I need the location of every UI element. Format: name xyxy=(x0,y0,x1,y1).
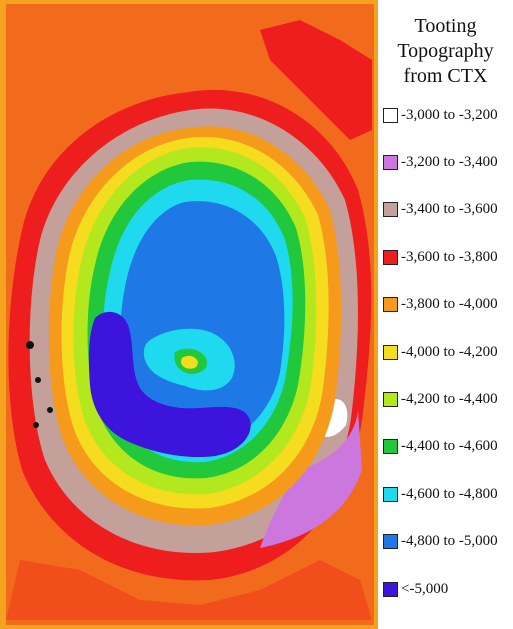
legend-label: <-5,000 xyxy=(401,580,449,597)
legend-item: -4,600 to -4,800 xyxy=(383,484,498,504)
legend-item: -3,200 to -3,400 xyxy=(383,152,498,172)
legend-title-line: Tooting xyxy=(414,15,477,37)
legend-item: -3,600 to -3,800 xyxy=(383,247,498,267)
legend-swatch xyxy=(383,439,398,455)
legend-item: -4,000 to -4,200 xyxy=(383,342,498,362)
legend-item: -3,400 to -3,600 xyxy=(383,200,498,220)
legend-label: -4,000 to -4,200 xyxy=(401,343,498,360)
legend-label: -4,800 to -5,000 xyxy=(401,533,498,550)
legend-item: <-5,000 xyxy=(383,579,448,599)
legend-item: -3,800 to -4,000 xyxy=(383,295,498,315)
legend-swatch xyxy=(383,154,398,170)
legend-item: -4,400 to -4,600 xyxy=(383,437,498,457)
legend-label: -4,600 to -4,800 xyxy=(401,485,498,502)
legend-label: -3,600 to -3,800 xyxy=(401,248,498,265)
legend-item: -3,000 to -3,200 xyxy=(383,105,498,125)
legend-item: -4,200 to -4,400 xyxy=(383,389,498,409)
legend-title-line: from CTX xyxy=(403,65,488,87)
zone-deep-indigo xyxy=(88,311,251,458)
legend-label: -3,800 to -4,000 xyxy=(401,296,498,313)
dark-spot xyxy=(26,341,34,349)
red-patch-top-right xyxy=(260,20,372,140)
zone-yellow-peak xyxy=(181,355,198,369)
topography-map xyxy=(0,0,378,629)
legend-label: -4,200 to -4,400 xyxy=(401,390,498,407)
legend-swatch xyxy=(383,391,398,407)
legend-label: -3,200 to -3,400 xyxy=(401,153,498,170)
dark-spot xyxy=(47,407,53,413)
legend-swatch xyxy=(383,297,398,313)
zone-purple xyxy=(260,410,362,548)
legend-title: Tooting Topography from CTX xyxy=(378,14,513,89)
dark-spot xyxy=(33,422,39,428)
legend: Tooting Topography from CTX -3,000 to -3… xyxy=(378,0,513,629)
zone-blue xyxy=(120,201,285,447)
legend-swatch xyxy=(383,249,398,265)
legend-title-line: Topography xyxy=(397,40,494,62)
legend-item: -4,800 to -5,000 xyxy=(383,532,498,552)
legend-swatch xyxy=(383,581,398,597)
legend-swatch xyxy=(383,107,398,123)
legend-label: -3,400 to -3,600 xyxy=(401,201,498,218)
legend-swatch xyxy=(383,344,398,360)
legend-swatch xyxy=(383,486,398,502)
legend-label: -3,000 to -3,200 xyxy=(401,106,498,123)
legend-label: -4,400 to -4,600 xyxy=(401,438,498,455)
legend-swatch xyxy=(383,202,398,218)
dark-spot xyxy=(35,377,41,383)
red-patch-bottom xyxy=(6,560,372,620)
legend-swatch xyxy=(383,534,398,550)
